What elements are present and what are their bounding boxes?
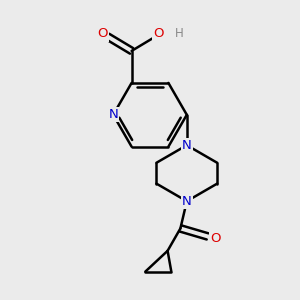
- Text: N: N: [182, 195, 192, 208]
- Text: O: O: [210, 232, 221, 244]
- Text: N: N: [182, 139, 192, 152]
- Text: H: H: [175, 28, 184, 40]
- Text: N: N: [108, 108, 118, 121]
- Text: O: O: [154, 27, 164, 40]
- Text: O: O: [98, 28, 108, 40]
